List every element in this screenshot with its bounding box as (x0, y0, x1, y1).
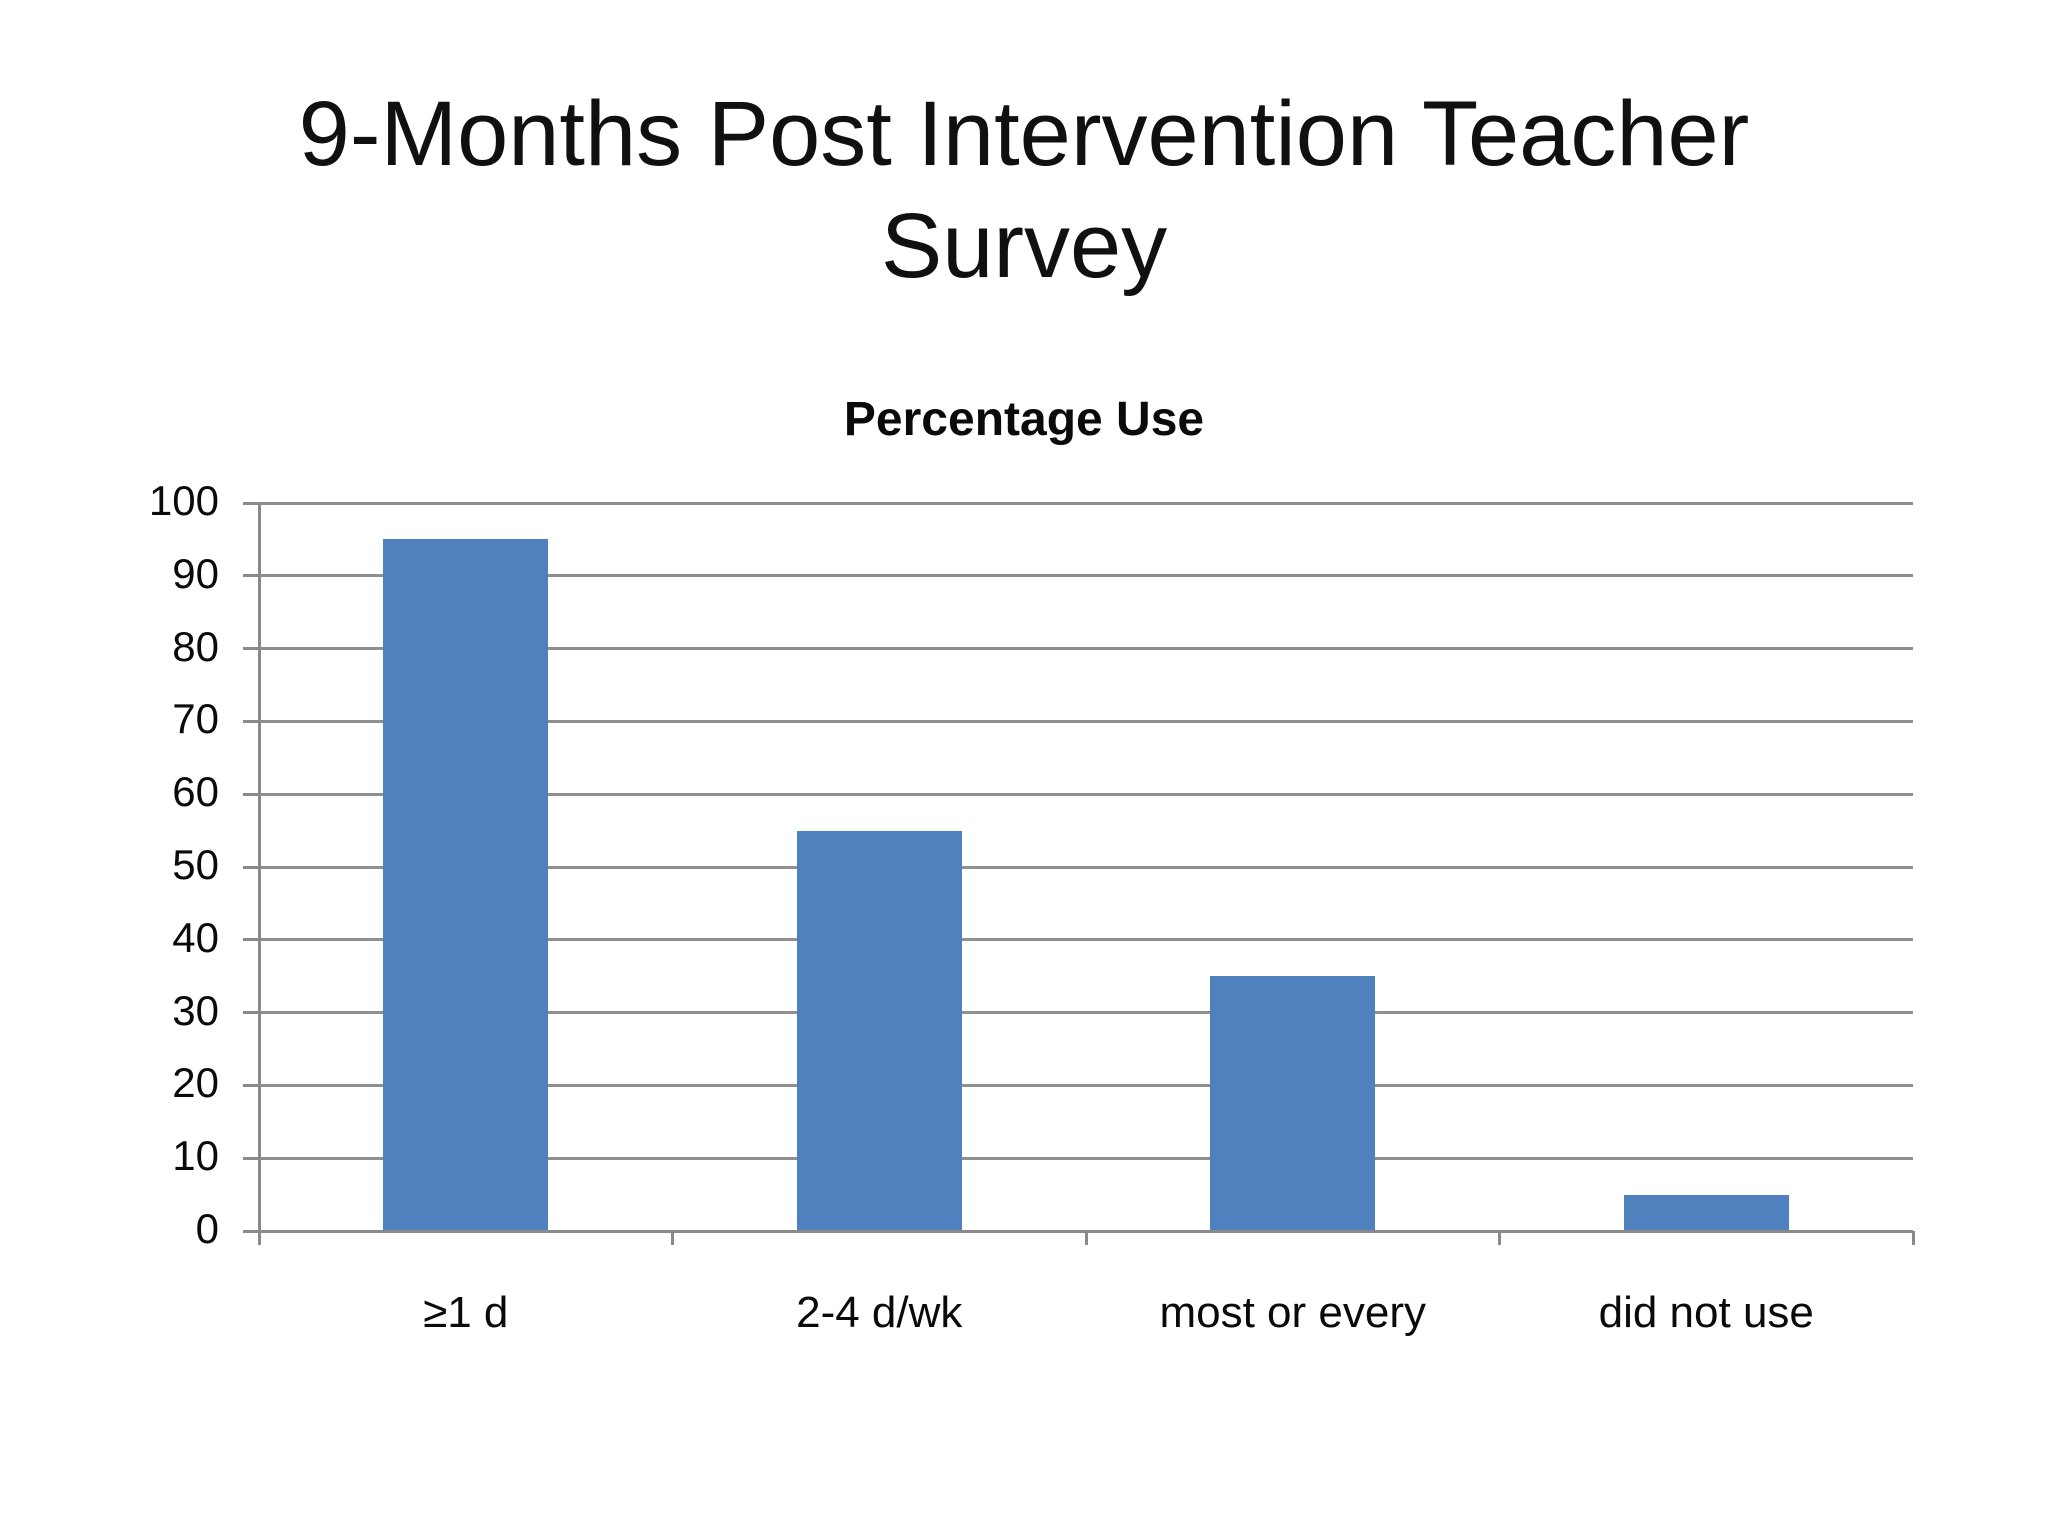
y-gridline (259, 501, 1913, 505)
y-gridline (259, 574, 1913, 578)
y-axis-tick (243, 865, 259, 869)
y-gridline (259, 719, 1913, 723)
y-tick-label: 20 (172, 1059, 219, 1107)
y-axis-tick (243, 501, 259, 505)
y-tick-label: 80 (172, 622, 219, 670)
y-axis-tick (243, 1156, 259, 1160)
y-axis-tick (243, 719, 259, 723)
y-tick-label: 30 (172, 986, 219, 1034)
slide-title: 9-Months Post Intervention Teacher Surve… (0, 78, 2048, 302)
y-tick-label: 90 (172, 549, 219, 597)
y-tick-label: 100 (148, 477, 219, 524)
x-axis-tick (1498, 1231, 1501, 1245)
x-category-label: most or every (1159, 1288, 1426, 1337)
y-tick-label: 10 (172, 1132, 219, 1180)
bar-1 (383, 539, 549, 1231)
y-axis-tick (243, 1083, 259, 1087)
bar-4 (1623, 1194, 1789, 1231)
y-tick-label: 60 (172, 768, 219, 816)
y-axis-tick (243, 1229, 259, 1233)
y-axis-tick (243, 1011, 259, 1015)
y-gridline (259, 1011, 1913, 1015)
y-axis-tick (243, 938, 259, 942)
y-gridline (259, 938, 1913, 942)
y-gridline (259, 1156, 1913, 1160)
y-tick-label: 70 (172, 695, 219, 743)
y-axis-tick (243, 792, 259, 796)
x-axis-tick (1084, 1231, 1088, 1245)
x-axis-tick (1911, 1231, 1915, 1245)
y-gridline (259, 647, 1913, 651)
x-axis-line (259, 1229, 1913, 1233)
y-tick-label: 0 (195, 1205, 219, 1252)
plot-area: 0 10 20 30 40 50 60 70 80 90 100 ≥1 d 2-4 d/wk most o… (149, 477, 1915, 1337)
chart-title: Percentage Use (843, 393, 1205, 446)
y-tick-label: 50 (172, 841, 219, 888)
y-axis-tick (243, 574, 259, 578)
y-gridline (259, 1083, 1913, 1087)
slide-title-line1: 9-Months Post Intervention Teacher (298, 83, 1750, 185)
x-category-label: 2-4 d/wk (796, 1288, 963, 1337)
x-category-label: did not use (1598, 1288, 1814, 1337)
y-gridline (259, 865, 1913, 869)
y-tick-label: 40 (172, 913, 219, 961)
y-gridline (259, 792, 1913, 796)
x-axis-tick (671, 1231, 674, 1245)
slide-title-line2: Survey (880, 195, 1168, 298)
bar-2 (796, 830, 962, 1231)
bar-3 (1210, 976, 1376, 1231)
x-category-label: ≥1 d (423, 1288, 509, 1337)
y-axis-line (257, 503, 261, 1245)
y-axis-tick (243, 647, 259, 651)
